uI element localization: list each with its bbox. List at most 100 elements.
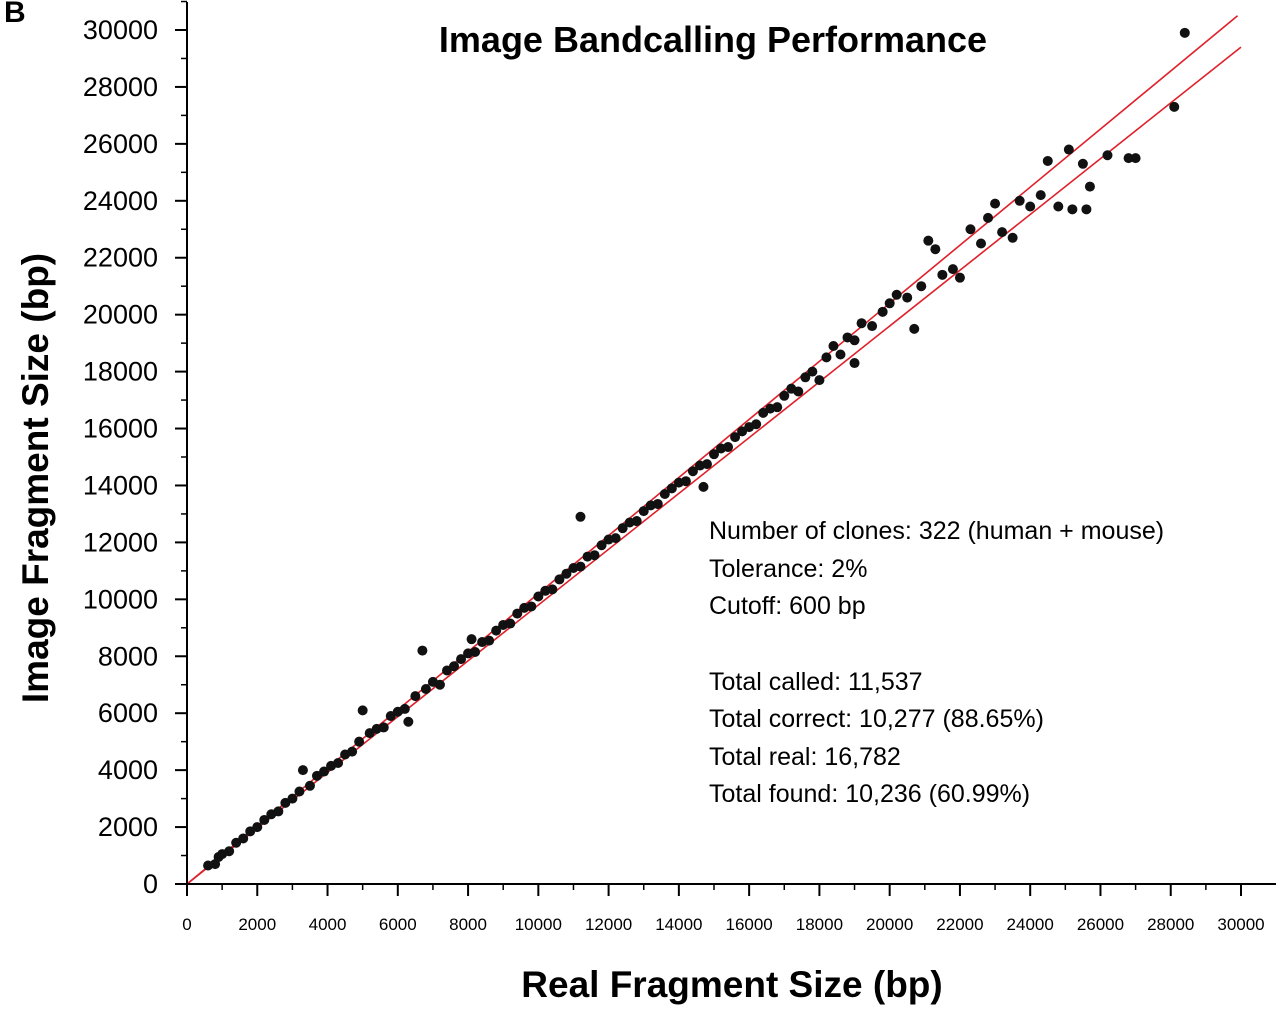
y-axis-ticks: 0 2000 4000 6000 8000 10000 12000 14000 16000 180… bbox=[83, 0, 187, 899]
data-point bbox=[554, 574, 565, 585]
data-point bbox=[1084, 181, 1095, 192]
data-point bbox=[1014, 195, 1025, 206]
data-point bbox=[856, 318, 867, 329]
data-point bbox=[319, 766, 330, 777]
y-tick-label: 4000 bbox=[98, 755, 158, 785]
data-point bbox=[238, 833, 249, 844]
y-tick-label: 22000 bbox=[83, 243, 158, 273]
data-point bbox=[666, 483, 677, 494]
stat-cutoff: Cutoff: 600 bp bbox=[709, 592, 866, 620]
data-point bbox=[466, 634, 477, 645]
data-point bbox=[965, 224, 976, 235]
data-point bbox=[561, 568, 572, 579]
stat-clones: Number of clones: 322 (human + mouse) bbox=[709, 517, 1165, 545]
data-point bbox=[354, 736, 365, 747]
data-point bbox=[410, 691, 421, 702]
data-point bbox=[304, 780, 315, 791]
x-axis-ticks: 0 2000 4000 6000 8000 10000 12000 14000 16000 180… bbox=[182, 884, 1265, 934]
data-point bbox=[533, 591, 544, 602]
y-tick-label: 16000 bbox=[83, 414, 158, 444]
data-point bbox=[800, 372, 811, 383]
data-point bbox=[976, 238, 987, 249]
x-tick-label: 8000 bbox=[449, 915, 487, 934]
x-tick-label: 22000 bbox=[936, 915, 983, 934]
x-tick-label: 20000 bbox=[866, 915, 913, 934]
data-point bbox=[1169, 101, 1180, 112]
data-point bbox=[610, 533, 621, 544]
data-point bbox=[512, 608, 523, 619]
y-tick-label: 20000 bbox=[83, 300, 158, 330]
data-point bbox=[849, 358, 860, 369]
y-tick-label: 18000 bbox=[83, 357, 158, 387]
data-point bbox=[399, 703, 410, 714]
data-point bbox=[434, 679, 445, 690]
axes bbox=[186, 2, 1276, 885]
data-point bbox=[575, 511, 586, 522]
data-point bbox=[259, 814, 270, 825]
data-point bbox=[273, 806, 284, 817]
data-point bbox=[884, 298, 895, 309]
x-tick-label: 2000 bbox=[238, 915, 276, 934]
data-point bbox=[547, 584, 558, 595]
data-point bbox=[698, 481, 709, 492]
data-point bbox=[589, 550, 600, 561]
x-tick-label: 24000 bbox=[1007, 915, 1054, 934]
data-point bbox=[687, 466, 698, 477]
x-tick-label: 10000 bbox=[515, 915, 562, 934]
y-tick-label: 12000 bbox=[83, 527, 158, 557]
data-point bbox=[596, 540, 607, 551]
data-point bbox=[849, 335, 860, 346]
data-point bbox=[877, 306, 888, 317]
data-point bbox=[997, 227, 1008, 238]
data-point bbox=[909, 323, 920, 334]
data-point bbox=[1123, 153, 1134, 164]
y-tick-label: 26000 bbox=[83, 129, 158, 159]
data-point bbox=[526, 601, 537, 612]
stats-spacer bbox=[709, 626, 1164, 664]
data-point bbox=[1077, 158, 1088, 169]
data-point bbox=[772, 402, 783, 413]
data-point bbox=[378, 722, 389, 733]
data-point bbox=[923, 235, 934, 246]
data-point bbox=[779, 390, 790, 401]
data-point bbox=[1102, 150, 1113, 161]
data-point bbox=[484, 635, 495, 646]
y-tick-label: 6000 bbox=[98, 698, 158, 728]
data-point bbox=[224, 846, 235, 857]
y-tick-label: 24000 bbox=[83, 186, 158, 216]
data-point bbox=[814, 375, 825, 386]
stat-tolerance: Tolerance: 2% bbox=[709, 554, 868, 583]
data-point bbox=[659, 489, 670, 500]
data-point bbox=[252, 822, 263, 833]
data-point bbox=[930, 244, 941, 255]
data-point bbox=[902, 292, 913, 303]
data-point bbox=[456, 654, 467, 665]
stat-total-correct: Total correct: 10,277 (88.65%) bbox=[709, 705, 1044, 733]
data-point bbox=[723, 442, 734, 453]
data-point bbox=[1007, 232, 1018, 243]
data-point bbox=[357, 705, 368, 716]
data-point bbox=[403, 716, 414, 727]
x-tick-label: 4000 bbox=[309, 915, 347, 934]
data-point bbox=[701, 459, 712, 470]
data-point bbox=[793, 386, 804, 397]
data-point bbox=[709, 449, 719, 460]
data-point bbox=[617, 523, 628, 534]
data-point bbox=[937, 269, 948, 280]
y-tick-label: 28000 bbox=[83, 72, 158, 102]
data-point bbox=[730, 432, 741, 443]
data-point bbox=[297, 765, 308, 776]
data-point bbox=[916, 281, 927, 292]
data-point bbox=[954, 272, 965, 283]
stat-total-real: Total real: 16,782 bbox=[709, 742, 901, 771]
data-points bbox=[203, 27, 1190, 871]
data-point bbox=[347, 746, 358, 757]
x-tick-label: 28000 bbox=[1147, 915, 1194, 934]
data-point bbox=[287, 793, 298, 804]
data-point bbox=[1067, 204, 1078, 215]
y-tick-label: 10000 bbox=[83, 584, 158, 614]
data-point bbox=[1053, 201, 1064, 212]
data-point bbox=[828, 340, 839, 351]
data-point bbox=[505, 618, 516, 629]
